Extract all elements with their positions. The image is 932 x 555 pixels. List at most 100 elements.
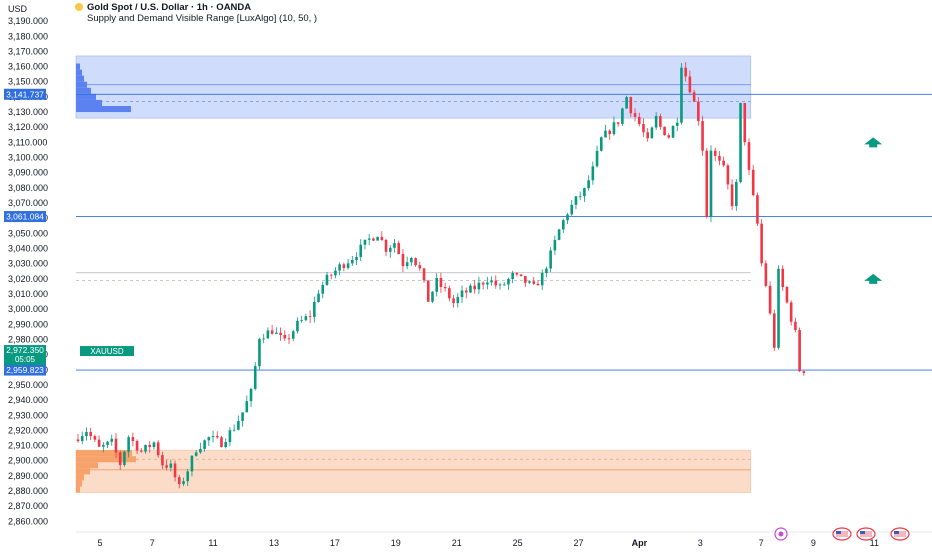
x-tick-label: 25	[513, 538, 523, 548]
candle-body	[321, 284, 325, 294]
candle-body	[621, 108, 624, 124]
candle-body	[591, 166, 595, 181]
demand-profile-bar	[76, 450, 132, 457]
candle-body	[781, 268, 785, 288]
candle-body	[414, 258, 417, 266]
candle-body	[144, 444, 147, 452]
candle-body	[460, 290, 464, 298]
y-tick-label: 2,870.000	[8, 501, 48, 511]
current-price-tag	[4, 345, 46, 366]
candle-body	[773, 313, 776, 348]
y-tick-label: 3,040.000	[8, 244, 48, 254]
time-axis[interactable]: 5 7 11 13 17 19 21 25 27 Apr 3 7 9 11	[76, 531, 932, 548]
candle-body	[743, 103, 747, 143]
candle-body	[114, 438, 118, 453]
candle-body	[228, 430, 232, 443]
y-tick-label: 3,120.000	[8, 122, 48, 132]
candle-body	[127, 437, 130, 452]
candle-body	[270, 330, 274, 334]
demand-profile-bar	[76, 480, 82, 487]
candle-body	[283, 334, 287, 339]
flag-stripes	[836, 531, 848, 537]
candle-body	[287, 338, 291, 340]
logo-icon	[75, 3, 83, 11]
candle-body	[245, 401, 249, 413]
candle-body	[540, 272, 544, 286]
up-arrow-icon	[864, 273, 883, 284]
currency-label: USD	[8, 4, 28, 14]
candle-body	[346, 263, 350, 268]
candle-body	[498, 284, 502, 286]
y-tick-label: 3,130.000	[8, 107, 48, 117]
candle-body	[224, 442, 227, 448]
candle-body	[89, 431, 92, 437]
candle-body	[131, 437, 135, 442]
candle-body	[291, 331, 295, 339]
x-tick-label: 13	[269, 538, 279, 548]
candle-body	[587, 180, 590, 189]
candle-body	[452, 298, 455, 304]
candle-body	[194, 452, 198, 456]
candle-body	[574, 196, 578, 205]
y-tick-label: 2,990.000	[8, 319, 48, 329]
candle-body	[431, 291, 434, 302]
candle-body	[456, 297, 460, 304]
candle-body	[524, 276, 527, 283]
economic-event-icon[interactable]	[774, 527, 788, 541]
y-tick-label: 3,020.000	[8, 274, 48, 284]
candle-body	[625, 97, 628, 109]
candle-body	[177, 477, 181, 485]
candle-body	[334, 270, 337, 276]
candle-body	[642, 124, 645, 133]
candle-body	[380, 236, 384, 240]
candle-body	[756, 195, 759, 224]
candle-body	[553, 239, 557, 251]
candle-body	[376, 236, 379, 241]
candle-body	[604, 130, 607, 138]
candle-body	[85, 431, 88, 437]
y-tick-label: 3,170.000	[8, 46, 48, 56]
candle-body	[152, 442, 156, 448]
candle-body	[435, 277, 438, 292]
us-flag-icon[interactable]	[890, 527, 910, 541]
us-flag-icon[interactable]	[856, 527, 876, 541]
flag-stripes	[860, 531, 872, 537]
candle-body	[422, 268, 426, 281]
candle-body	[519, 274, 523, 277]
candle-body	[777, 268, 780, 348]
y-tick-label: 2,890.000	[8, 471, 48, 481]
candle-body	[713, 150, 717, 156]
candle-body	[304, 316, 308, 321]
candle-body	[633, 113, 637, 117]
candle-body	[566, 214, 569, 221]
candle-body	[730, 184, 734, 207]
symbol-tag	[80, 346, 134, 357]
candle-body	[794, 321, 797, 330]
y-tick-label: 3,050.000	[8, 228, 48, 238]
event-badges[interactable]	[774, 527, 910, 541]
candle-body	[342, 264, 346, 268]
candle-body	[118, 452, 122, 465]
indicator-title[interactable]: Supply and Demand Visible Range [LuxAlgo…	[87, 13, 317, 24]
candle-body	[203, 440, 206, 449]
candle-body	[199, 448, 202, 453]
candle-body	[595, 150, 599, 167]
x-tick-label: 19	[391, 538, 401, 548]
y-tick-label: 3,070.000	[8, 198, 48, 208]
flag-stripes	[894, 531, 906, 537]
chart-title[interactable]: Gold Spot / U.S. Dollar · 1h · OANDA	[87, 2, 251, 13]
candle-body	[536, 283, 540, 286]
candle-body	[701, 121, 704, 151]
candle-body	[578, 196, 582, 198]
candle-body	[798, 329, 801, 372]
candle-body	[473, 285, 476, 290]
current-price-countdown: 05:05	[15, 355, 36, 364]
candle-body	[397, 243, 401, 254]
candle-body	[325, 274, 329, 285]
candle-body	[148, 444, 152, 448]
us-flag-icon[interactable]	[832, 527, 852, 541]
candle-body	[464, 290, 468, 293]
candle-body	[768, 285, 772, 314]
